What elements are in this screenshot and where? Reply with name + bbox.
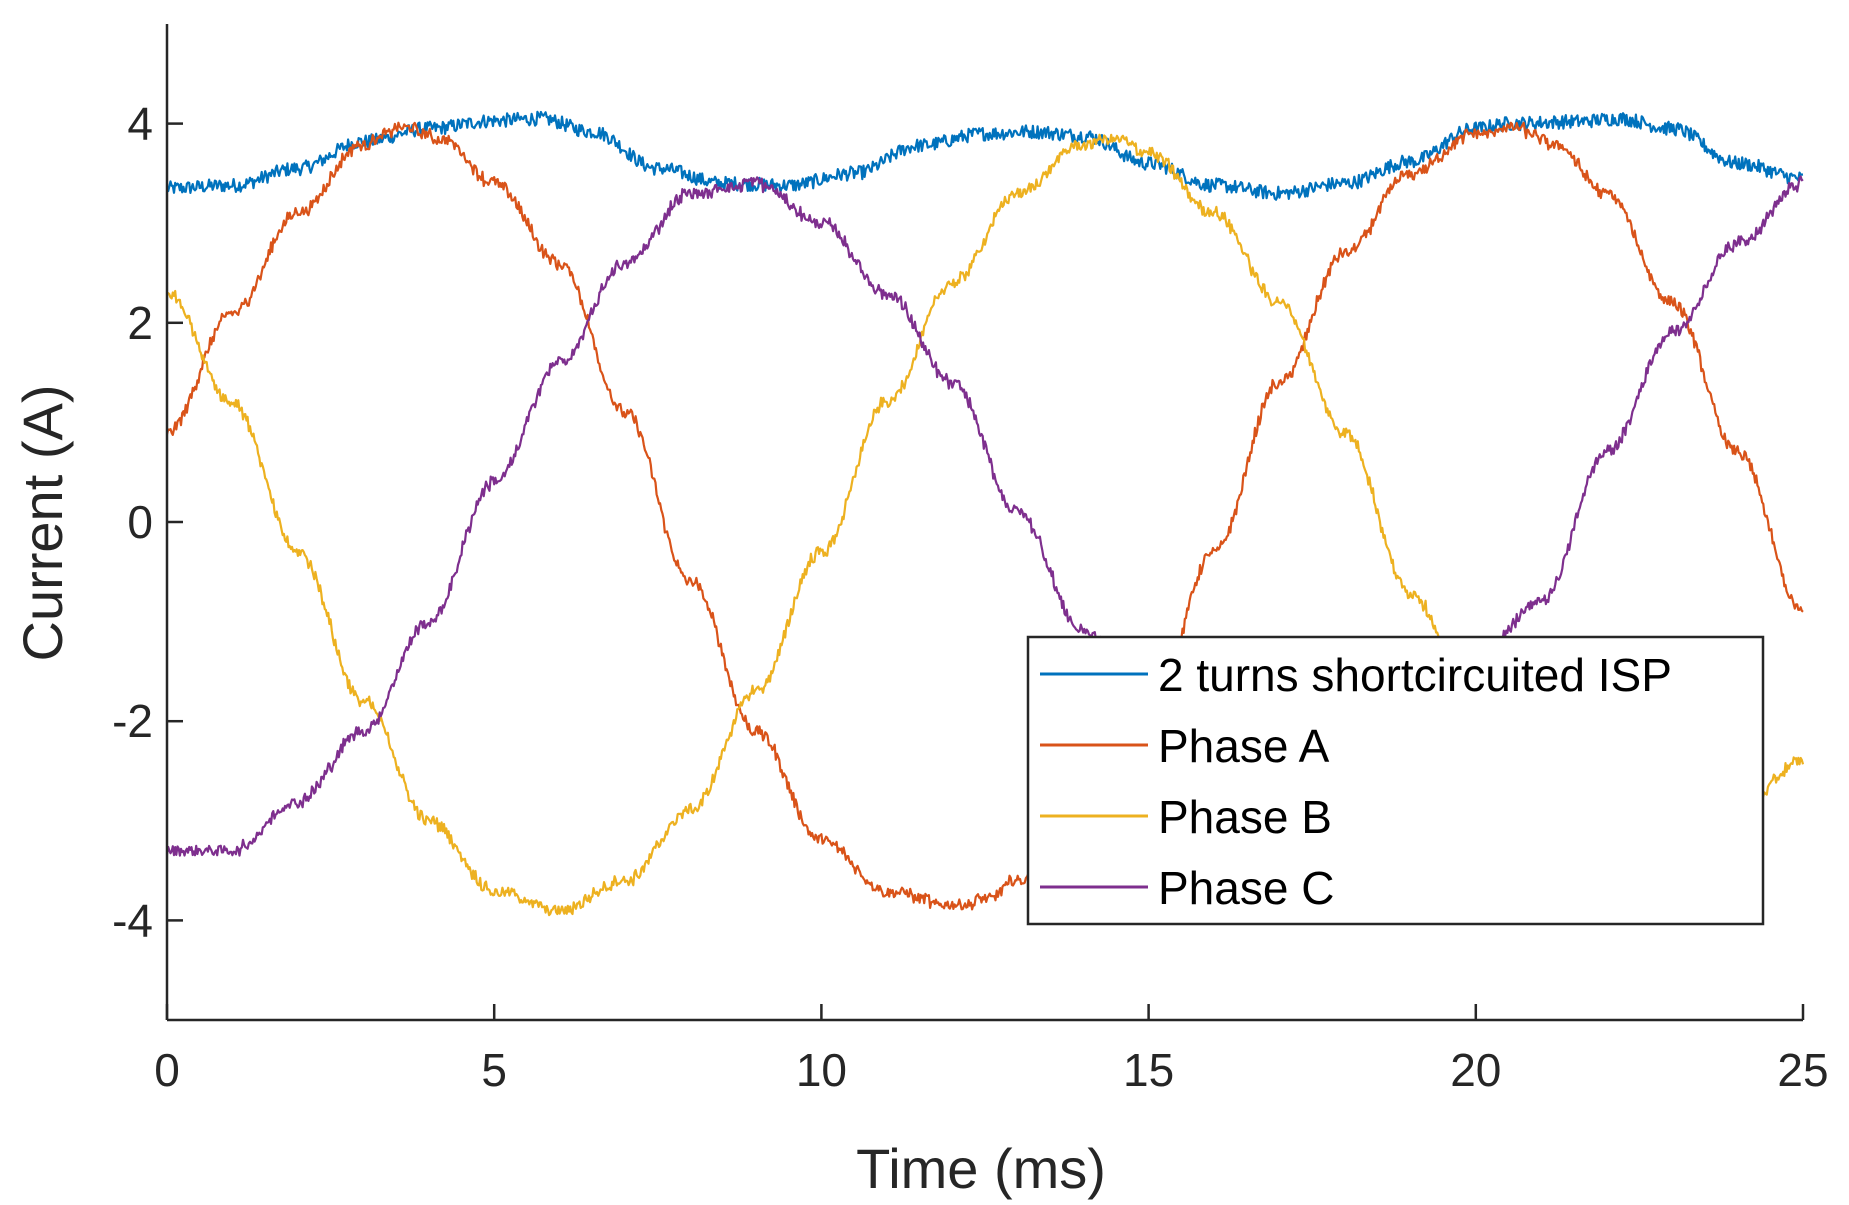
- series-line-3: [165, 175, 1804, 857]
- x-tick-label: 0: [154, 1044, 180, 1096]
- y-tick-label: -2: [112, 695, 153, 747]
- series-line-1: [165, 121, 1804, 911]
- legend-label: Phase C: [1158, 862, 1334, 914]
- x-tick-label: 10: [796, 1044, 847, 1096]
- legend: 2 turns shortcircuited ISP Phase A Phase B…: [1026, 635, 1765, 926]
- y-tick-label: 0: [127, 496, 153, 548]
- x-tick-label: 15: [1123, 1044, 1174, 1096]
- x-tick-label: 5: [481, 1044, 507, 1096]
- tick-layer: 0 5 10 15 20 25 -4 -2 0 2 4: [112, 98, 1828, 1096]
- x-axis-title: Time (ms): [856, 1137, 1106, 1200]
- y-tick-label: 2: [127, 297, 153, 349]
- legend-box: [1026, 635, 1765, 926]
- y-tick-label: 4: [127, 98, 153, 150]
- legend-label: Phase B: [1158, 791, 1332, 843]
- y-tick-label: -4: [112, 894, 153, 946]
- x-tick-label: 25: [1777, 1044, 1828, 1096]
- x-tick-label: 20: [1450, 1044, 1501, 1096]
- legend-label: 2 turns shortcircuited ISP: [1158, 649, 1672, 701]
- y-axis-title: Current (A): [11, 385, 74, 662]
- series-layer: [165, 110, 1805, 917]
- legend-label: Phase A: [1158, 720, 1330, 772]
- series-line-0: [165, 110, 1804, 201]
